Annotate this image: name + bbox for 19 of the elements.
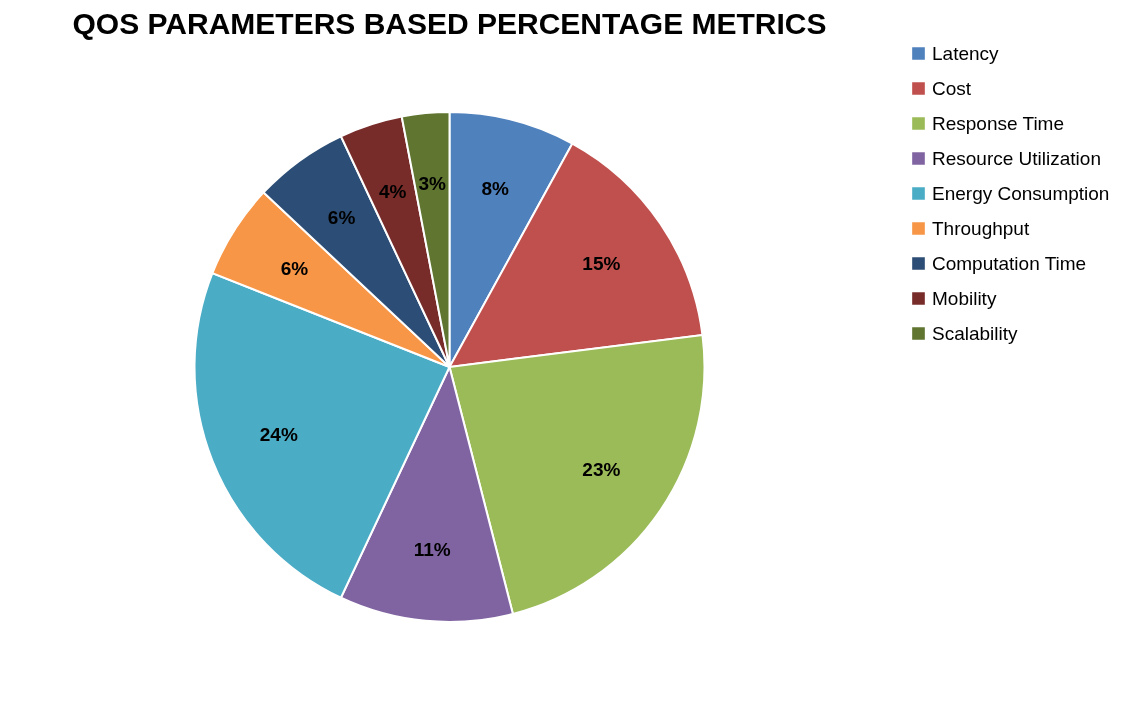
data-label: 15% bbox=[582, 252, 621, 274]
legend-label: Throughput bbox=[932, 217, 1030, 239]
legend-label: Cost bbox=[932, 77, 972, 99]
legend-label: Computation Time bbox=[932, 252, 1087, 274]
data-label: 3% bbox=[418, 173, 447, 195]
data-label: 24% bbox=[259, 423, 298, 445]
data-label: 23% bbox=[582, 459, 621, 481]
legend-label: Scalability bbox=[932, 322, 1019, 344]
chart-title: QOS PARAMETERS BASED PERCENTAGE METRICS bbox=[72, 7, 827, 40]
legend-label: Energy Consumption bbox=[932, 182, 1110, 204]
data-label: 4% bbox=[379, 181, 407, 203]
legend-label: Resource Utilization bbox=[932, 147, 1101, 169]
legend-label: Mobility bbox=[932, 287, 997, 309]
data-label: 11% bbox=[413, 538, 451, 560]
legend-label: Latency bbox=[932, 42, 1000, 64]
data-label: 6% bbox=[280, 257, 309, 279]
data-label: 6% bbox=[327, 207, 356, 229]
data-label: 8% bbox=[481, 178, 509, 200]
legend-label: Response Time bbox=[932, 112, 1065, 134]
